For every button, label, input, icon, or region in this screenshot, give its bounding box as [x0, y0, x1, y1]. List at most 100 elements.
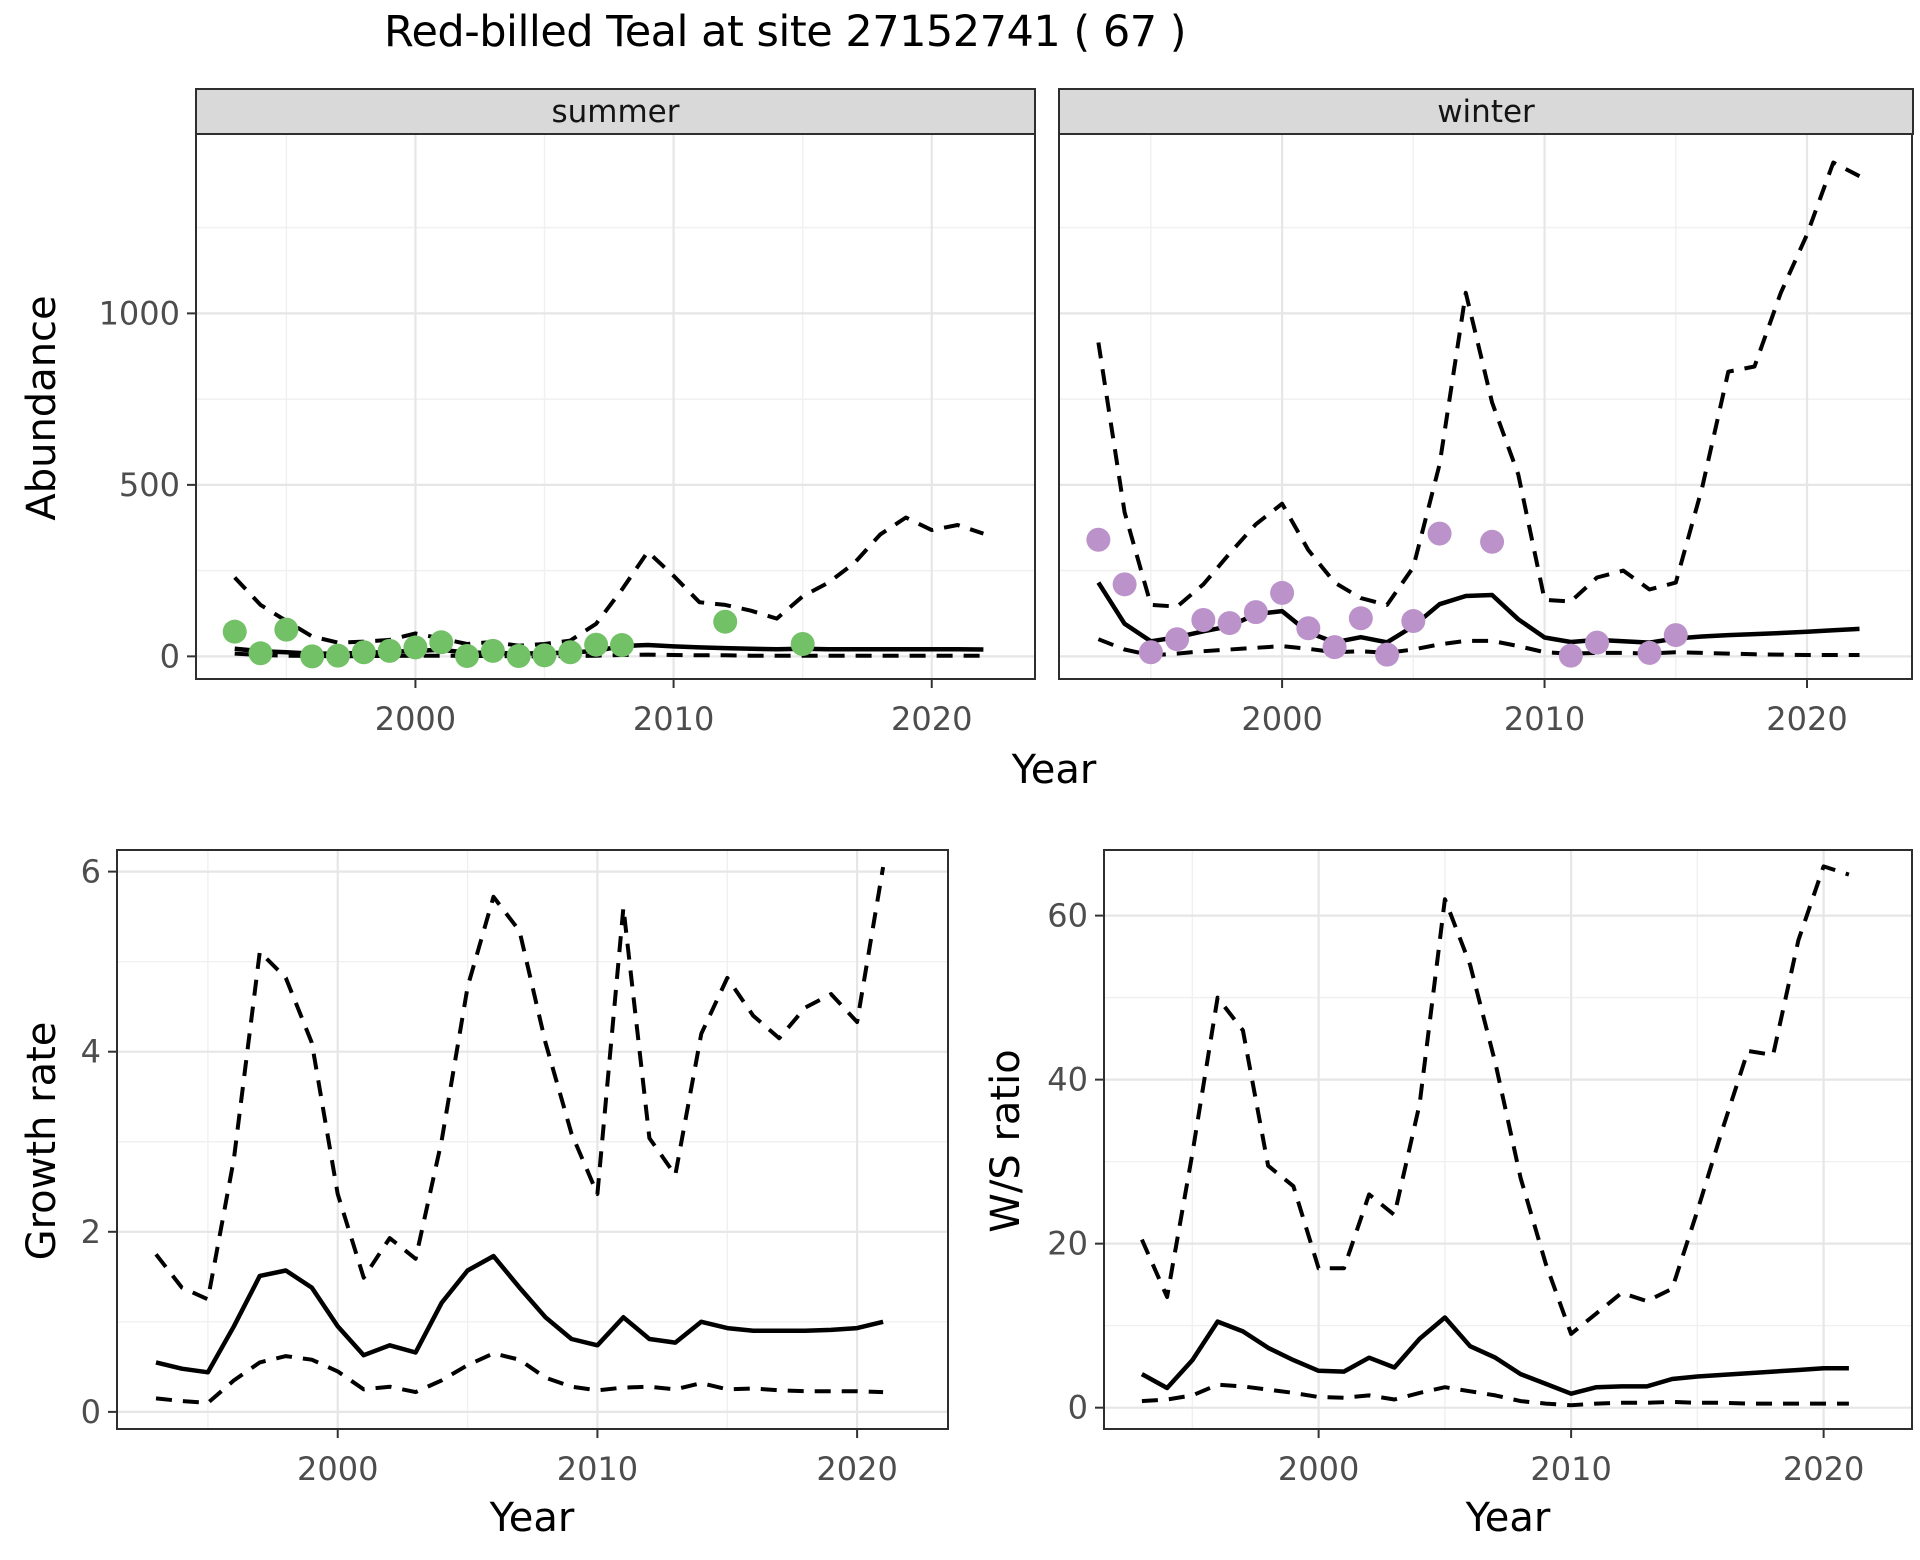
y-tick-label: 20	[1047, 1225, 1088, 1263]
series-fitted_trend-growth-rate	[155, 1253, 884, 1375]
data-point	[1585, 630, 1610, 655]
series-lower_ci-ws-ratio	[1141, 1382, 1849, 1408]
y-tick-label: 1000	[99, 294, 180, 332]
data-point	[1270, 580, 1295, 605]
data-point	[248, 641, 273, 666]
data-point	[1296, 616, 1321, 641]
y-tick-label: 4	[81, 1033, 101, 1071]
gridlines-abundance-summer	[196, 134, 1035, 679]
data-point	[1112, 572, 1137, 597]
data-point	[609, 633, 634, 658]
panel-abundance-summer: 2000 2010 2020 0 500 1000	[99, 133, 1036, 738]
x-tick-label: 2020	[891, 700, 972, 738]
data-point	[1348, 606, 1373, 631]
x-axis-title-bottom-right: Year	[1465, 1495, 1551, 1541]
data-point	[506, 644, 531, 669]
data-point	[377, 638, 402, 663]
panel-border-growth-rate	[116, 849, 949, 1430]
facet-strip-summer: summer	[195, 88, 1036, 135]
data-point	[351, 640, 376, 665]
x-axis-title-bottom-left: Year	[489, 1495, 575, 1541]
x-tick-label: 2010	[1504, 700, 1585, 738]
data-point	[1375, 642, 1400, 667]
data-point	[403, 635, 428, 660]
points-winter_counts	[1086, 521, 1688, 668]
y-axis-abundance-summer: 0 500 1000	[99, 294, 196, 675]
y-tick-label: 0	[81, 1393, 101, 1431]
facet-strip-summer-label: summer	[551, 93, 680, 130]
y-axis-ws-ratio: 0 20 40 60	[1047, 897, 1104, 1427]
x-axis-abundance-summer: 2000 2010 2020	[375, 679, 972, 738]
data-point	[1138, 640, 1163, 665]
series-fitted_trend-ws-ratio	[1140, 1315, 1849, 1396]
y-tick-label: 500	[119, 466, 180, 504]
panel-ws-ratio: 2000 2010 2020 0 20 40 60	[1047, 849, 1913, 1488]
y-tick-label: 6	[81, 853, 101, 891]
x-axis-growth-rate: 2000 2010 2020	[297, 1429, 898, 1488]
data-point	[1663, 623, 1688, 648]
x-tick-label: 2010	[633, 700, 714, 738]
data-point	[1637, 640, 1662, 665]
data-point	[790, 632, 815, 657]
x-axis-ws-ratio: 2000 2010 2020	[1278, 1429, 1864, 1488]
data-point	[1217, 611, 1242, 636]
series-lower_ci-growth-rate	[155, 1351, 884, 1405]
y-tick-label: 60	[1047, 897, 1088, 935]
x-tick-label: 2010	[1530, 1450, 1611, 1488]
x-tick-label: 2000	[1241, 700, 1322, 738]
panel-border-abundance-summer	[195, 133, 1036, 680]
data-point	[1322, 635, 1347, 660]
y-tick-label: 0	[160, 637, 180, 675]
series-upper_ci-ws-ratio	[1140, 864, 1850, 1336]
data-point	[222, 619, 247, 644]
data-point	[1165, 627, 1190, 652]
data-point	[455, 644, 480, 669]
data-point	[325, 643, 350, 668]
y-axis-title-growth-rate: Growth rate	[19, 1021, 65, 1261]
series-lower_ci-abundance-summer	[234, 651, 984, 659]
data-point	[1401, 609, 1426, 634]
y-tick-label: 0	[1068, 1389, 1088, 1427]
x-tick-label: 2020	[816, 1450, 897, 1488]
series-lower_ci-abundance-winter	[1097, 637, 1860, 658]
data-point	[532, 643, 557, 668]
y-axis-title-abundance: Abundance	[19, 295, 65, 521]
facet-strip-winter: winter	[1058, 88, 1914, 135]
data-point	[1243, 600, 1268, 625]
y-tick-label: 2	[81, 1213, 101, 1251]
x-tick-label: 2000	[375, 700, 456, 738]
panel-growth-rate: 2000 2010 2020 0 2 4 6	[81, 849, 949, 1488]
data-point	[584, 632, 609, 657]
x-tick-label: 2020	[1766, 700, 1847, 738]
points-summer_counts	[222, 609, 815, 669]
data-point	[713, 609, 738, 634]
data-point	[1558, 643, 1583, 668]
y-axis-title-ws-ratio: W/S ratio	[983, 1049, 1029, 1233]
x-axis-abundance-winter: 2000 2010 2020	[1241, 679, 1848, 738]
data-point	[1427, 521, 1452, 546]
data-point	[274, 617, 299, 642]
x-tick-label: 2000	[1278, 1450, 1359, 1488]
data-point	[300, 644, 325, 669]
data-point	[429, 630, 454, 655]
y-tick-label: 40	[1047, 1061, 1088, 1099]
page-title: Red-billed Teal at site 27152741 ( 67 )	[384, 7, 1187, 57]
facet-strip-winter-label: winter	[1437, 93, 1535, 130]
x-tick-label: 2010	[557, 1450, 638, 1488]
series-upper_ci-abundance-winter	[1096, 160, 1861, 609]
x-axis-title-top: Year	[1011, 747, 1097, 793]
data-point	[558, 640, 583, 665]
panel-abundance-winter: 2000 2010 2020	[1058, 133, 1913, 738]
series-upper_ci-growth-rate	[154, 866, 886, 1302]
x-tick-label: 2020	[1783, 1450, 1864, 1488]
panel-border-ws-ratio	[1103, 849, 1913, 1430]
series-upper_ci-abundance-summer	[233, 515, 985, 648]
data-point	[1191, 608, 1216, 633]
y-axis-growth-rate: 0 2 4 6	[81, 853, 117, 1431]
gridlines-ws-ratio	[1104, 850, 1912, 1429]
data-point	[1086, 527, 1111, 552]
x-tick-label: 2000	[297, 1450, 378, 1488]
data-point	[1480, 529, 1505, 554]
